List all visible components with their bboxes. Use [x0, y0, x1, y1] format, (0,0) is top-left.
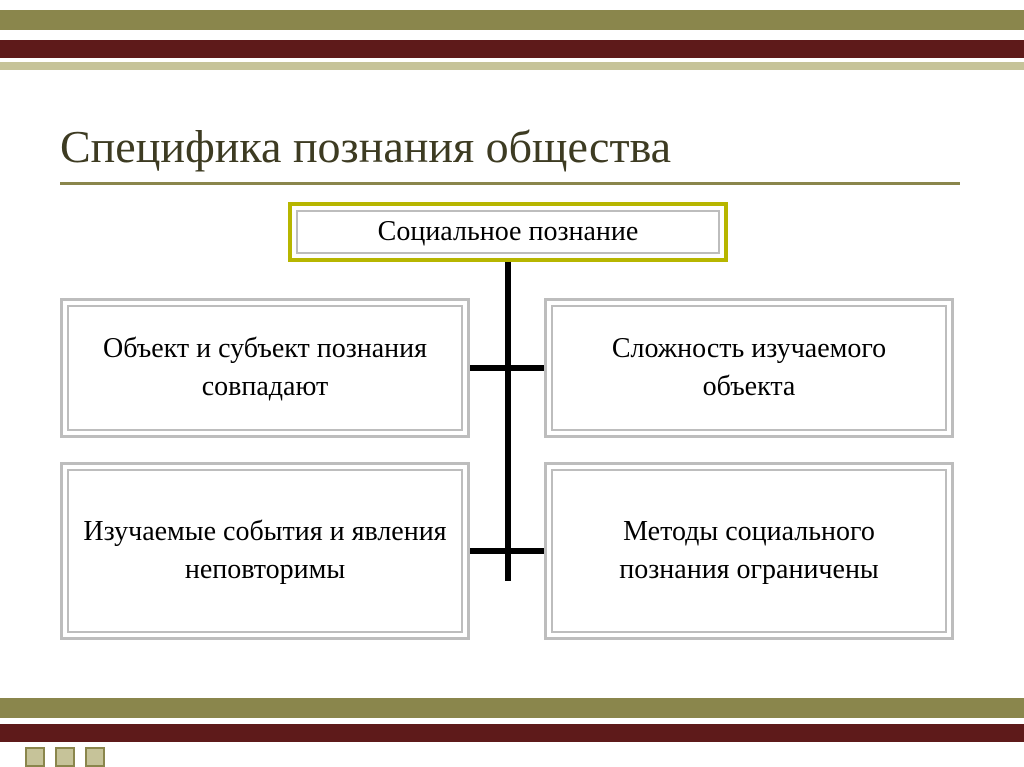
- diagram-child-label: Изучаемые события и явления неповторимы: [83, 513, 447, 589]
- diagram-child-label: Сложность изучаемого объекта: [567, 330, 931, 406]
- connector-trunk: [505, 262, 511, 581]
- diagram-child: Сложность изучаемого объекта: [544, 298, 954, 438]
- diagram-child: Методы социального познания ограничены: [544, 462, 954, 640]
- top-maroon-bar: [0, 40, 1024, 58]
- diagram-root-inner: Социальное познание: [296, 210, 720, 254]
- connector-h-top: [470, 365, 544, 371]
- footer-square: [85, 747, 105, 767]
- footer-square: [25, 747, 45, 767]
- bottom-olive-bar: [0, 698, 1024, 718]
- diagram-root-label: Социальное познание: [378, 213, 639, 251]
- title-underline: [60, 182, 960, 185]
- diagram-child: Объект и субъект познания совпадают: [60, 298, 470, 438]
- diagram-child-inner: Сложность изучаемого объекта: [551, 305, 947, 431]
- diagram-root: Социальное познание: [288, 202, 728, 262]
- mid-olive-bar: [0, 62, 1024, 70]
- diagram-child: Изучаемые события и явления неповторимы: [60, 462, 470, 640]
- footer-square: [55, 747, 75, 767]
- diagram-child-label: Объект и субъект познания совпадают: [83, 330, 447, 406]
- connector-h-bot: [470, 548, 544, 554]
- bottom-maroon-bar: [0, 724, 1024, 742]
- page-title: Специфика познания общества: [60, 120, 671, 173]
- diagram-child-label: Методы социального познания ограничены: [567, 513, 931, 589]
- diagram-child-inner: Методы социального познания ограничены: [551, 469, 947, 633]
- diagram-child-inner: Объект и субъект познания совпадают: [67, 305, 463, 431]
- top-olive-bar: [0, 10, 1024, 30]
- diagram-child-inner: Изучаемые события и явления неповторимы: [67, 469, 463, 633]
